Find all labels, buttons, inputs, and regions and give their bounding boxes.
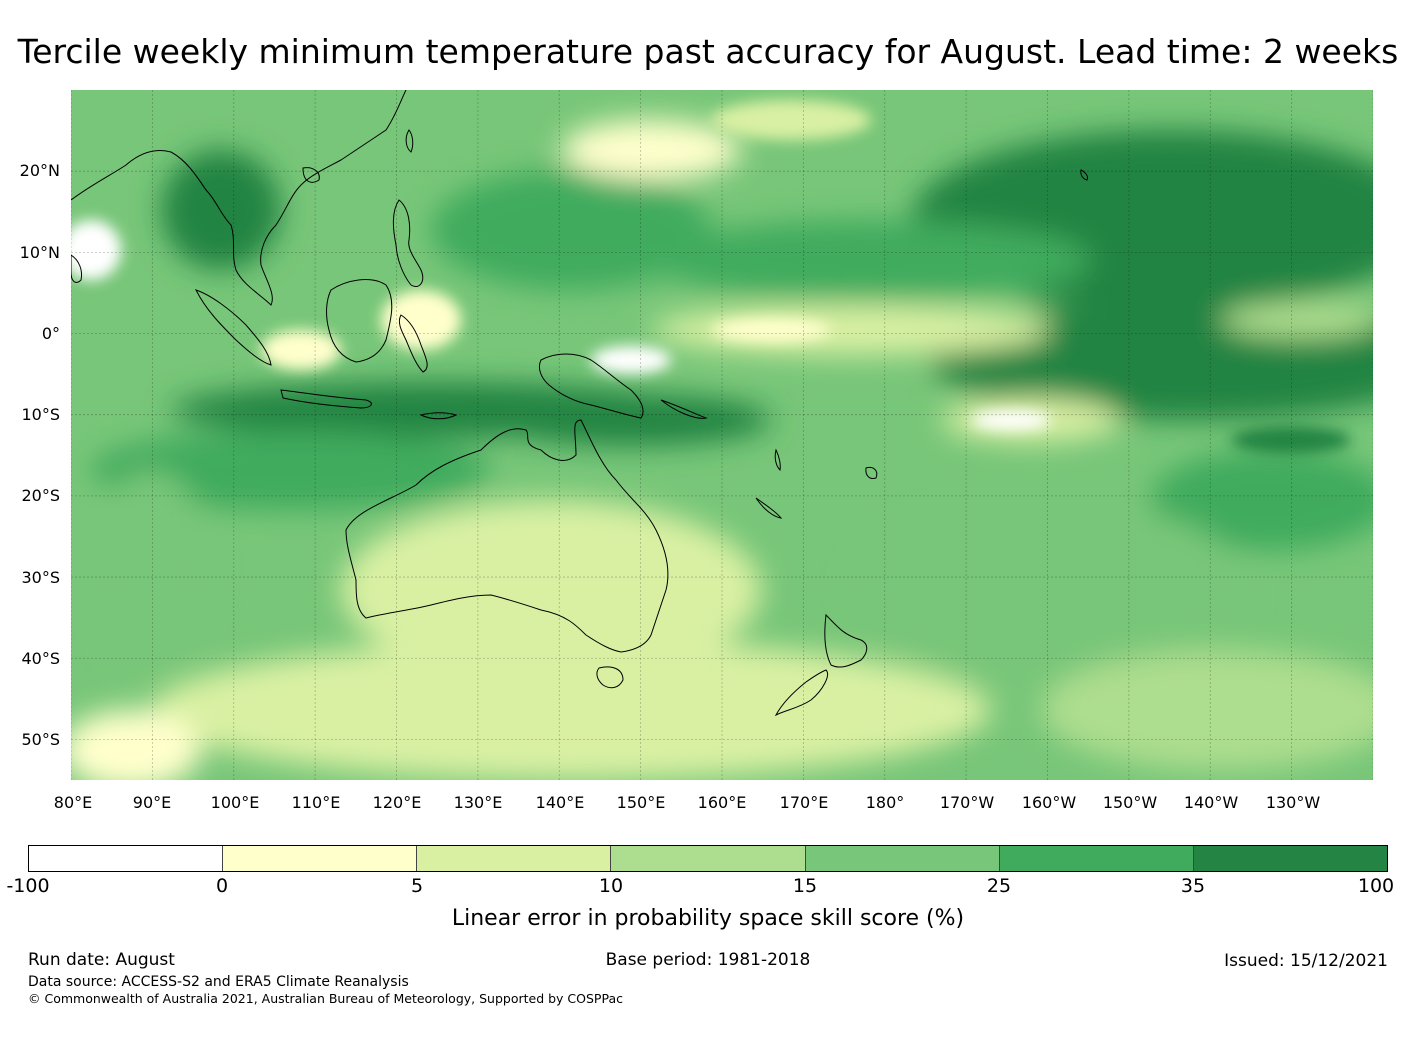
region-high-skill-arafura xyxy=(491,394,771,446)
colorbar-tick-10: 10 xyxy=(598,875,624,897)
region-indian-ocean-west xyxy=(91,470,211,670)
lon-label-80e: 80°E xyxy=(53,793,93,812)
coast-sumatra xyxy=(195,289,272,366)
region-low-skill-north xyxy=(561,120,741,180)
coast-solomon-islands xyxy=(660,399,708,419)
graticule xyxy=(71,90,1373,780)
coast-timor xyxy=(419,412,458,420)
region-east-indian-ocean xyxy=(91,430,491,510)
coast-sri-lanka xyxy=(71,254,82,283)
base-period: Base period: 1981-2018 xyxy=(605,950,811,970)
lon-label-100e: 100°E xyxy=(210,793,260,812)
region-south-central-pacific xyxy=(1151,450,1373,550)
lat-label-10n: 10°N xyxy=(19,243,60,262)
map-canvas xyxy=(71,90,1373,780)
colorbar xyxy=(28,845,1388,872)
colorbar-tick-5: 5 xyxy=(410,875,424,897)
skill-field-regions xyxy=(71,120,1373,780)
region-low-skill-equator-band xyxy=(651,305,1051,355)
coastlines xyxy=(71,90,1088,717)
region-west-pacific xyxy=(651,220,1091,300)
lon-label-110e: 110°E xyxy=(291,793,341,812)
coast-mainland-asia xyxy=(71,90,407,306)
chart-title: Tercile weekly minimum temperature past … xyxy=(17,32,1399,71)
region-tasman-east xyxy=(851,500,1251,680)
lon-label-140w: 140°W xyxy=(1183,793,1239,812)
colorbar-swatch-neg100-0 xyxy=(29,846,224,871)
colorbar-swatch-10-15 xyxy=(611,846,806,871)
lat-label-0: 0° xyxy=(41,324,60,343)
colorbar-swatch-0-5 xyxy=(223,846,418,871)
colorbar-tick-100: 100 xyxy=(1357,875,1395,897)
lon-label-130w: 130°W xyxy=(1265,793,1321,812)
lon-label-130e: 130°E xyxy=(453,793,503,812)
lon-label-140e: 140°E xyxy=(535,793,585,812)
lon-label-170e: 170°E xyxy=(779,793,829,812)
region-southern-ocean xyxy=(151,640,991,780)
lon-label-150w: 150°W xyxy=(1102,793,1158,812)
coast-fiji xyxy=(865,467,878,479)
colorbar-swatch-5-10 xyxy=(417,846,612,871)
coast-vanuatu xyxy=(774,448,781,472)
region-east-pacific-band xyxy=(1221,302,1373,338)
coast-australia xyxy=(345,419,669,653)
issued-date: Issued: 15/12/2021 xyxy=(1224,951,1388,971)
lat-label-30s: 30°S xyxy=(21,568,60,587)
coast-hainan xyxy=(302,167,320,183)
coast-taiwan xyxy=(405,129,414,153)
lat-label-40s: 40°S xyxy=(21,649,60,668)
lon-label-120e: 120°E xyxy=(372,793,422,812)
colorbar-swatch-35-100 xyxy=(1193,846,1387,871)
lon-label-160e: 160°E xyxy=(697,793,747,812)
colorbar-tick-0: 0 xyxy=(215,875,229,897)
lon-label-160w: 160°W xyxy=(1021,793,1077,812)
region-tropical-east-pacific xyxy=(1231,426,1351,454)
region-borneo-low xyxy=(381,290,461,350)
colorbar-tick-25: 25 xyxy=(986,875,1012,897)
colorbar-tick-35: 35 xyxy=(1180,875,1206,897)
coast-philippines xyxy=(392,199,424,287)
colorbar-tick-15: 15 xyxy=(792,875,818,897)
region-south-china-sea xyxy=(431,170,711,290)
lat-label-10s: 10°S xyxy=(21,405,60,424)
lon-label-180: 180° xyxy=(865,793,905,812)
region-negative-new-guinea-north xyxy=(591,346,671,374)
colorbar-swatch-15-25 xyxy=(805,846,1000,871)
copyright: © Commonwealth of Australia 2021, Austra… xyxy=(28,991,623,1006)
coast-new-zealand-north xyxy=(824,613,868,668)
region-negative-central-pacific xyxy=(971,410,1051,430)
region-southeast-pacific xyxy=(1041,650,1373,770)
lon-label-90e: 90°E xyxy=(132,793,172,812)
lon-label-150e: 150°E xyxy=(616,793,666,812)
region-zero-equator xyxy=(711,318,831,342)
coast-new-guinea xyxy=(538,353,644,419)
region-sumatra-low xyxy=(261,330,341,370)
run-date: Run date: August xyxy=(28,950,175,970)
region-high-skill-bay-of-bengal xyxy=(161,150,281,270)
region-southwest-corner xyxy=(71,710,201,780)
lat-label-20s: 20°S xyxy=(21,486,60,505)
colorbar-tick-neg100: -100 xyxy=(6,875,50,897)
coast-new-zealand-south xyxy=(774,669,828,717)
coast-tasmania xyxy=(596,666,624,689)
region-australia-interior xyxy=(341,500,761,680)
skill-score-map xyxy=(71,90,1373,780)
data-source: Data source: ACCESS-S2 and ERA5 Climate … xyxy=(28,974,409,990)
region-negative-india-coast xyxy=(71,220,121,280)
lat-label-20n: 20°N xyxy=(19,161,60,180)
skill-field-details xyxy=(71,100,1351,454)
coast-java xyxy=(280,389,372,409)
coast-sulawesi xyxy=(398,314,428,373)
coast-hawaii xyxy=(1080,169,1088,181)
lat-label-50s: 50°S xyxy=(21,730,60,749)
coast-borneo xyxy=(326,279,393,363)
colorbar-swatch-25-35 xyxy=(999,846,1194,871)
region-philippine-sea-north xyxy=(711,100,871,140)
lon-label-170w: 170°W xyxy=(939,793,995,812)
coast-new-caledonia xyxy=(755,497,783,519)
colorbar-label: Linear error in probability space skill … xyxy=(451,906,965,931)
